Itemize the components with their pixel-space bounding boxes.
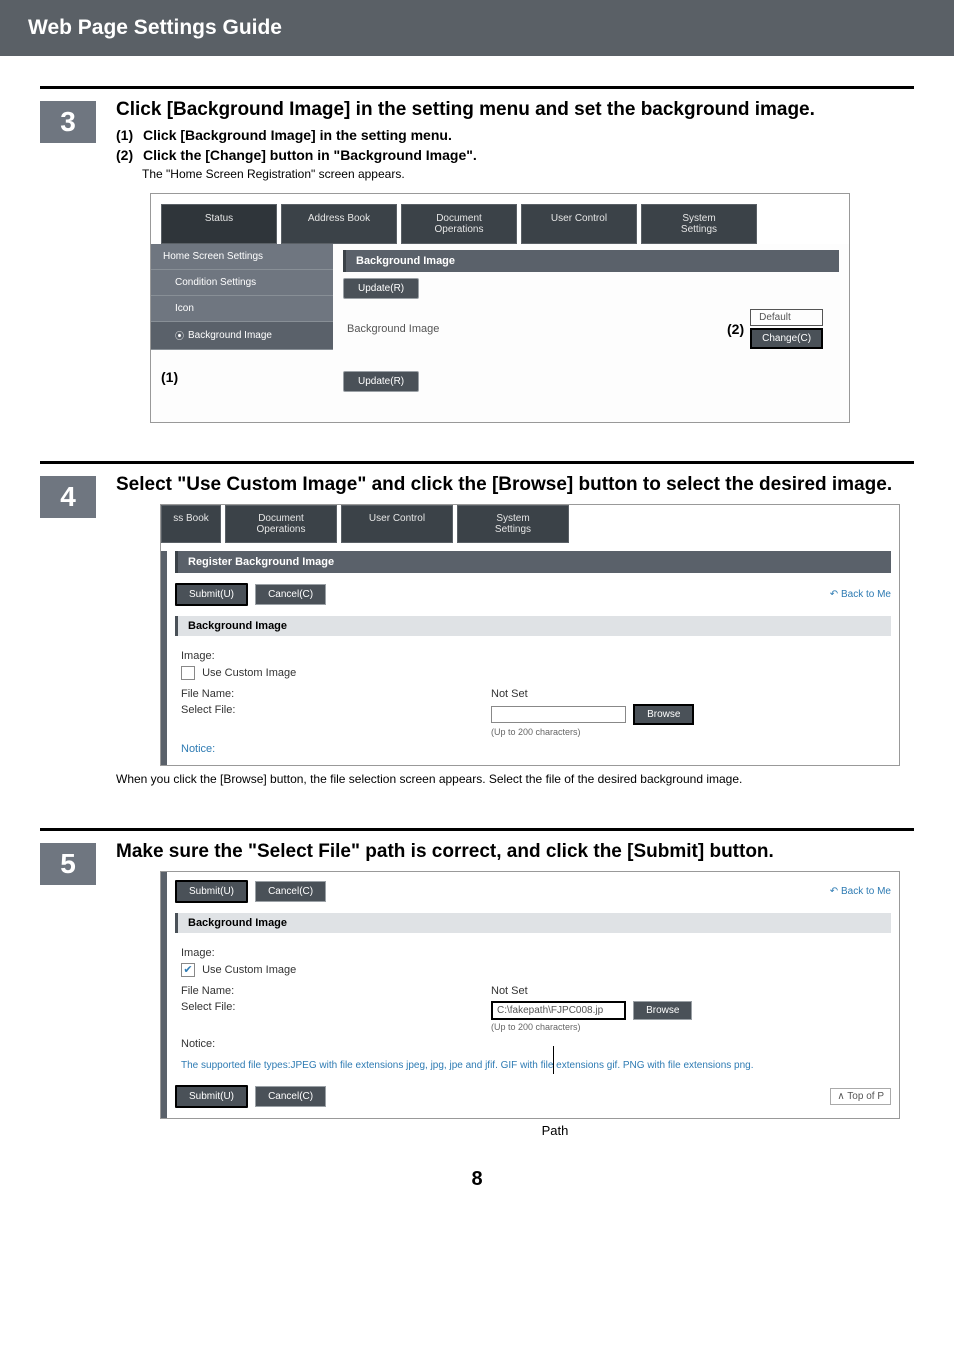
use-custom-checkbox-5[interactable]: ✔: [181, 963, 195, 977]
step3-sub2-text: Click the [Change] button in "Background…: [143, 147, 477, 163]
select-file-label-5: Select File:: [181, 1001, 491, 1013]
notice-label-4: Notice:: [181, 743, 885, 755]
update-button-bottom[interactable]: Update(R): [343, 371, 419, 392]
panel-main: Background Image Update(R) Background Im…: [333, 244, 849, 406]
tab-system2[interactable]: System Settings: [457, 505, 569, 543]
section-bg-5: Background Image: [175, 913, 891, 933]
step-4: 4 Select "Use Custom Image" and click th…: [40, 461, 914, 800]
side-condition[interactable]: Condition Settings: [151, 270, 333, 296]
back-link-4[interactable]: Back to Me: [830, 589, 891, 600]
step3-sub2-num: (2): [116, 147, 133, 163]
use-custom-label-4: Use Custom Image: [202, 667, 296, 679]
tab-doc-ops[interactable]: Document Operations: [401, 204, 517, 244]
use-custom-checkbox-4[interactable]: [181, 666, 195, 680]
side-home[interactable]: Home Screen Settings: [151, 244, 333, 270]
use-custom-label-5: Use Custom Image: [202, 964, 296, 976]
step3-sub2: (2) Click the [Change] button in "Backgr…: [116, 147, 914, 163]
tab-ssbook[interactable]: ss Book: [161, 505, 221, 543]
step-3: 3 Click [Background Image] in the settin…: [40, 86, 914, 433]
tab-docops2[interactable]: Document Operations: [225, 505, 337, 543]
side-bg-label: Background Image: [188, 330, 272, 341]
page-number: 8: [40, 1168, 914, 1191]
callout-1: (1): [161, 369, 178, 385]
step-number-5: 5: [40, 843, 96, 885]
cancel-button-4[interactable]: Cancel(C): [255, 584, 326, 605]
section-bg-4: Background Image: [175, 616, 891, 636]
path-caption: Path: [156, 1123, 954, 1138]
cancel-button-5-top[interactable]: Cancel(C): [255, 881, 326, 902]
header-title: Web Page Settings Guide: [28, 16, 282, 39]
submit-button-4[interactable]: Submit(U): [175, 583, 248, 606]
step3-screenshot: Status Address Book Document Operations …: [150, 193, 850, 423]
file-name-label-5: File Name:: [181, 985, 491, 997]
back-link-5[interactable]: Back to Me: [830, 886, 891, 897]
select-file-label-4: Select File:: [181, 704, 491, 716]
default-button[interactable]: Default: [750, 309, 823, 326]
change-button[interactable]: Change(C): [750, 328, 823, 349]
step4-caption: When you click the [Browse] button, the …: [116, 772, 914, 786]
tab-system-settings[interactable]: System Settings: [641, 204, 757, 244]
side-menu: Home Screen Settings Condition Settings …: [151, 244, 333, 406]
step3-sub1-num: (1): [116, 127, 133, 143]
tab-usercontrol2[interactable]: User Control: [341, 505, 453, 543]
char-note-4: (Up to 200 characters): [491, 727, 885, 737]
file-input-4[interactable]: [491, 706, 626, 723]
step3-sub1-text: Click [Background Image] in the setting …: [143, 127, 452, 143]
not-set-4: Not Set: [491, 688, 885, 700]
tab-address-book[interactable]: Address Book: [281, 204, 397, 244]
step3-title: Click [Background Image] in the setting …: [116, 99, 914, 121]
notice-label-5: Notice:: [181, 1038, 885, 1050]
side-icon[interactable]: Icon: [151, 296, 333, 322]
callout-2: (2): [727, 321, 744, 337]
step3-sub1: (1) Click [Background Image] in the sett…: [116, 127, 914, 143]
step3-note: The "Home Screen Registration" screen ap…: [142, 167, 914, 181]
cancel-button-5-bottom[interactable]: Cancel(C): [255, 1086, 326, 1107]
step4-screenshot: ss Book Document Operations User Control…: [160, 504, 900, 766]
char-note-5: (Up to 200 characters): [491, 1022, 885, 1032]
step-number-4: 4: [40, 476, 96, 518]
image-label-4: Image:: [181, 650, 885, 662]
browse-button-4[interactable]: Browse: [633, 704, 694, 725]
step5-title: Make sure the "Select File" path is corr…: [116, 841, 914, 863]
step4-title: Select "Use Custom Image" and click the …: [116, 474, 914, 496]
panel-head-bg: Background Image: [343, 250, 839, 272]
not-set-5: Not Set: [491, 985, 885, 997]
update-button-top[interactable]: Update(R): [343, 278, 419, 299]
register-bg-head: Register Background Image: [175, 551, 891, 573]
tab-user-control[interactable]: User Control: [521, 204, 637, 244]
notice-text-5: The supported file types:JPEG with file …: [167, 1060, 899, 1081]
page-header: Web Page Settings Guide: [0, 0, 954, 56]
step5-screenshot: Submit(U) Cancel(C) Back to Me Backgroun…: [160, 871, 900, 1119]
content-area: 3 Click [Background Image] in the settin…: [0, 56, 954, 1201]
file-name-label-4: File Name:: [181, 688, 491, 700]
step-number-3: 3: [40, 101, 96, 143]
tab-status[interactable]: Status: [161, 204, 277, 244]
browse-button-5[interactable]: Browse: [633, 1001, 692, 1020]
submit-button-5-bottom[interactable]: Submit(U): [175, 1085, 248, 1108]
side-bg-image[interactable]: Background Image: [151, 322, 333, 350]
submit-button-5-top[interactable]: Submit(U): [175, 880, 248, 903]
image-label-5: Image:: [181, 947, 885, 959]
bg-image-label: Background Image: [347, 323, 727, 335]
step-5: 5 Make sure the "Select File" path is co…: [40, 828, 914, 1138]
file-input-5[interactable]: C:\fakepath\FJPC008.jp: [491, 1001, 626, 1020]
top-of-page-link[interactable]: ∧ Top of P: [830, 1088, 891, 1105]
